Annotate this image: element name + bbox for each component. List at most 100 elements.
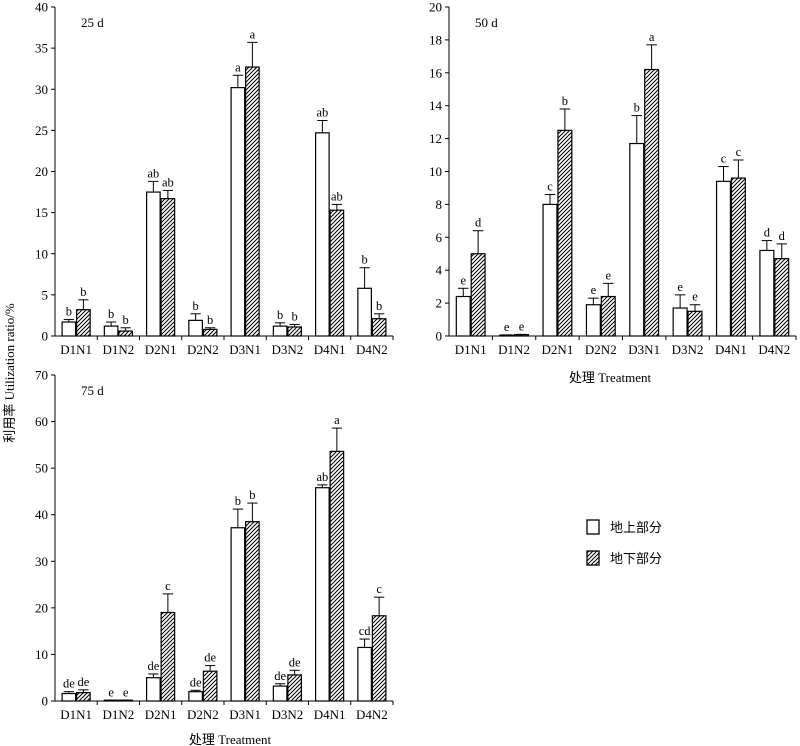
significance-letter: c bbox=[736, 145, 742, 159]
significance-letter: cd bbox=[359, 624, 372, 638]
bar-below bbox=[644, 68, 660, 337]
significance-letter: e bbox=[591, 283, 597, 297]
bar-below bbox=[287, 674, 302, 702]
significance-letter: d bbox=[764, 226, 771, 240]
significance-letter: b bbox=[192, 299, 198, 313]
x-tick-label: D2N2 bbox=[585, 342, 617, 357]
significance-letter: ab bbox=[162, 175, 174, 189]
significance-letter: e bbox=[504, 320, 510, 334]
significance-letter: de bbox=[204, 651, 216, 665]
bar-below bbox=[371, 318, 387, 337]
bar-above bbox=[61, 692, 77, 702]
y-tick-label: 50 bbox=[35, 461, 48, 476]
significance-letter: de bbox=[147, 659, 159, 673]
y-tick-label: 70 bbox=[35, 368, 48, 383]
y-tick-label: 35 bbox=[35, 41, 48, 56]
y-tick-label: 20 bbox=[35, 164, 48, 179]
y-tick-label: 30 bbox=[35, 554, 48, 569]
significance-letter: e bbox=[677, 280, 683, 294]
bar-above bbox=[357, 646, 372, 702]
significance-letter: b bbox=[376, 299, 382, 313]
y-tick-label: 12 bbox=[429, 131, 442, 146]
significance-letter: e bbox=[460, 273, 466, 287]
bar-below bbox=[202, 328, 218, 337]
significance-letter: b bbox=[235, 494, 241, 508]
bar-above bbox=[315, 132, 330, 337]
bar-above bbox=[230, 527, 246, 702]
significance-letter: c bbox=[547, 180, 553, 194]
significance-letter: b bbox=[123, 313, 129, 327]
y-tick-label: 10 bbox=[35, 647, 48, 662]
y-tick-label: 4 bbox=[436, 263, 443, 278]
x-axis-title-bottom: 处理 Treatment bbox=[189, 732, 272, 746]
y-tick-label: 30 bbox=[35, 82, 48, 97]
x-tick-label: D3N1 bbox=[229, 342, 261, 357]
legend-swatch-below bbox=[586, 550, 600, 566]
bar-above bbox=[61, 321, 77, 337]
significance-letter: de bbox=[190, 675, 202, 689]
significance-letter: c bbox=[165, 579, 171, 593]
bar-above bbox=[146, 677, 161, 702]
significance-letter: de bbox=[274, 669, 286, 683]
bar-below bbox=[470, 253, 486, 337]
x-tick-label: D1N1 bbox=[60, 342, 92, 357]
y-tick-label: 5 bbox=[42, 287, 49, 302]
y-tick-label: 10 bbox=[429, 164, 442, 179]
bar-above bbox=[272, 685, 288, 702]
bar-above bbox=[272, 325, 288, 337]
bar-above bbox=[585, 304, 601, 337]
bar-above bbox=[715, 180, 732, 337]
bar-below bbox=[371, 615, 387, 702]
bar-above bbox=[103, 325, 119, 337]
legend-label-below: 地下部分 bbox=[610, 551, 662, 566]
bar-above bbox=[188, 319, 203, 337]
y-tick-label: 18 bbox=[429, 32, 442, 47]
y-tick-label: 40 bbox=[35, 0, 48, 15]
x-tick-label: D4N1 bbox=[314, 342, 346, 357]
x-tick-label: D2N1 bbox=[145, 707, 177, 722]
x-tick-label: D4N2 bbox=[356, 707, 388, 722]
bar-below bbox=[245, 521, 260, 702]
significance-letter: b bbox=[108, 307, 114, 321]
panel-label: 25 d bbox=[81, 15, 104, 30]
y-tick-label: 2 bbox=[436, 296, 443, 311]
significance-letter: b bbox=[634, 101, 640, 115]
significance-letter: e bbox=[123, 685, 129, 699]
y-tick-label: 14 bbox=[429, 98, 443, 113]
x-tick-label: D2N1 bbox=[542, 342, 574, 357]
significance-letter: c bbox=[721, 152, 727, 166]
bar-above bbox=[672, 307, 688, 337]
significance-letter: d bbox=[779, 229, 786, 243]
bar-above bbox=[542, 203, 558, 337]
significance-letter: a bbox=[649, 30, 655, 44]
significance-letter: e bbox=[519, 319, 525, 333]
panel-label: 50 d bbox=[475, 15, 498, 30]
significance-letter: b bbox=[277, 308, 283, 322]
significance-letter: b bbox=[562, 94, 568, 108]
bar-below bbox=[557, 129, 573, 337]
bar-below bbox=[160, 611, 176, 702]
x-axis-title-top-right: 处理 Treatment bbox=[569, 370, 652, 385]
bar-below bbox=[245, 66, 260, 337]
significance-letter: b bbox=[249, 488, 255, 502]
significance-letter: ab bbox=[316, 106, 328, 120]
bar-below bbox=[202, 670, 218, 702]
significance-letter: b bbox=[361, 253, 367, 267]
legend-item-above: 地上部分 bbox=[586, 519, 662, 535]
significance-letter: a bbox=[250, 27, 256, 41]
x-tick-label: D3N1 bbox=[229, 707, 261, 722]
significance-letter: c bbox=[376, 582, 382, 596]
x-tick-label: D1N2 bbox=[498, 342, 530, 357]
x-tick-label: D4N1 bbox=[715, 342, 747, 357]
legend-item-below: 地下部分 bbox=[586, 550, 662, 566]
legend: 地上部分 地下部分 bbox=[586, 519, 662, 566]
y-tick-label: 25 bbox=[35, 123, 48, 138]
y-tick-label: 6 bbox=[436, 230, 443, 245]
y-tick-label: 0 bbox=[42, 694, 49, 709]
x-tick-label: D1N1 bbox=[455, 342, 487, 357]
significance-letter: a bbox=[235, 60, 241, 74]
